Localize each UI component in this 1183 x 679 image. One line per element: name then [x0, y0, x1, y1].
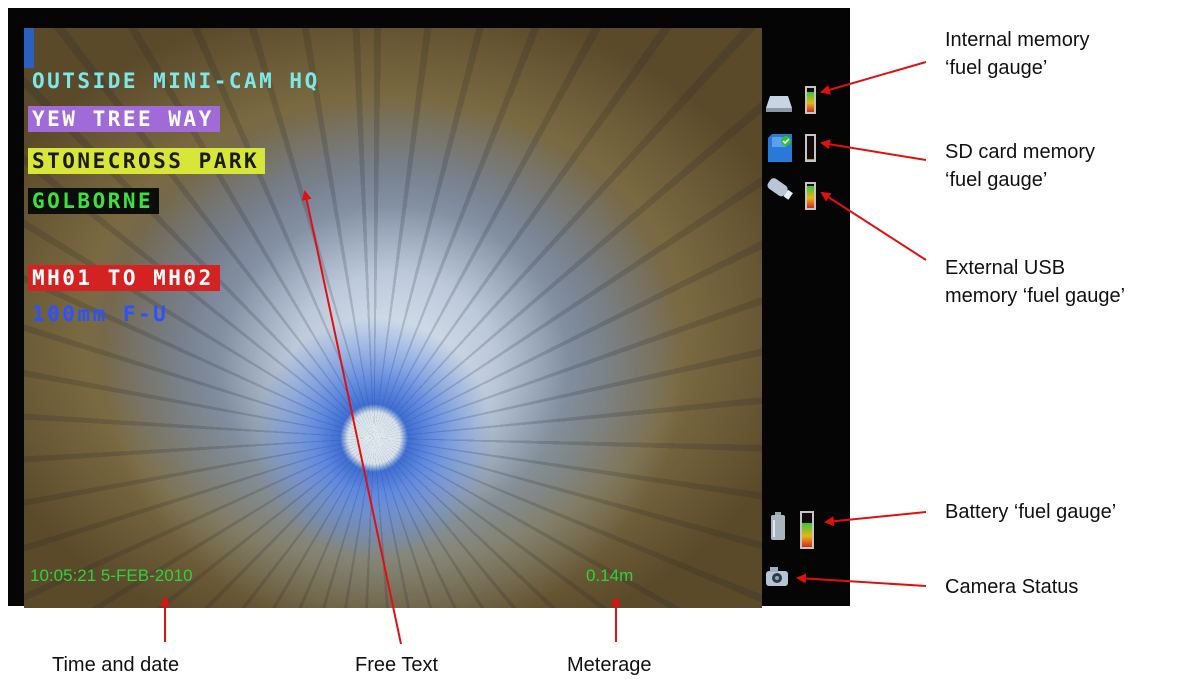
overlay-line-6: 100mm F-U — [32, 302, 169, 326]
time-date-label: Time and date — [52, 654, 180, 676]
arrow-free-text — [301, 190, 402, 645]
overlay-line-2: YEW TREE WAY — [28, 106, 220, 132]
overlay-line-1: OUTSIDE MINI-CAM HQ — [32, 69, 320, 93]
arrow-battery — [824, 511, 927, 527]
screen-edge — [24, 28, 34, 68]
usb-stick-icon — [767, 178, 793, 200]
overlay-line-5: MH01 TO MH02 — [28, 265, 220, 291]
sd-card-label: SD card memory ‘fuel gauge’ — [945, 141, 1096, 191]
free-text-label: Free Text — [355, 654, 438, 676]
usb-label: External USB memory ‘fuel gauge’ — [945, 257, 1126, 307]
arrow-camera-status — [796, 573, 927, 587]
battery-label: Battery ‘fuel gauge’ — [945, 501, 1117, 523]
camera-icon — [766, 567, 788, 586]
battery-gauge — [800, 511, 814, 549]
internal-memory-label: Internal memory ‘fuel gauge’ — [945, 29, 1090, 79]
meterage: 0.14m — [586, 566, 634, 585]
arrow-sd-card — [820, 139, 927, 161]
arrow-internal-memory — [820, 61, 927, 95]
sd-card-gauge — [805, 134, 816, 162]
overlay-line-4: GOLBORNE — [28, 188, 160, 214]
usb-gauge — [805, 182, 816, 210]
internal-memory-gauge — [805, 86, 816, 114]
meterage-label: Meterage — [567, 654, 652, 676]
timestamp: 10:05:21 5-FEB-2010 — [30, 566, 193, 585]
internal-memory-icon — [766, 96, 792, 112]
overlay-line-3: STONECROSS PARK — [28, 148, 266, 174]
camera-status-label: Camera Status — [945, 576, 1079, 598]
arrow-usb — [820, 191, 927, 261]
battery-icon — [771, 512, 785, 540]
sd-card-icon — [768, 134, 792, 162]
camera-monitor: OUTSIDE MINI-CAM HQ YEW TREE WAY STONECR… — [8, 8, 850, 608]
